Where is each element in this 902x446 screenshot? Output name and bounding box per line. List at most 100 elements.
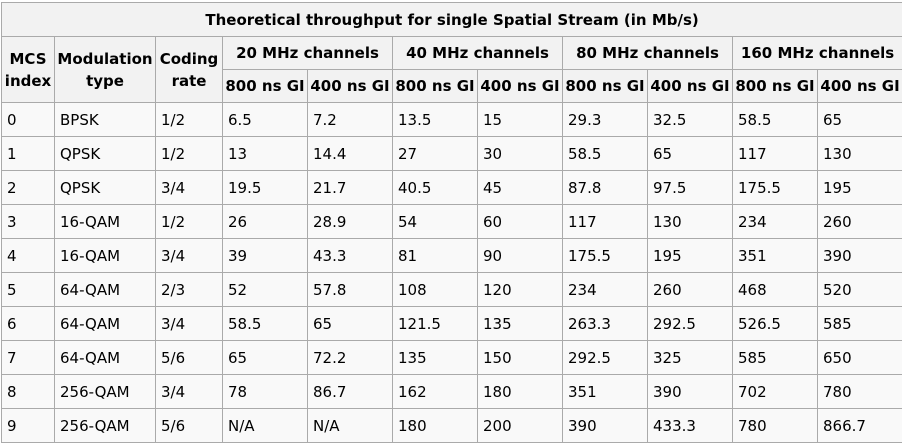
throughput-cell: 60 — [477, 204, 563, 239]
throughput-cell: 526.5 — [732, 306, 818, 341]
table-row: 7 64-QAM 5/6 65 72.2 135 150 292.5 325 5… — [1, 340, 902, 375]
modulation-cell: 16-QAM — [54, 238, 156, 273]
caption-row: Theoretical throughput for single Spatia… — [0, 2, 902, 37]
throughput-cell: 57.8 — [307, 272, 393, 307]
mcs-index-cell: 4 — [1, 238, 55, 273]
channel-group-header-20mhz: 20 MHz channels — [222, 36, 393, 70]
throughput-cell: 13.5 — [392, 102, 478, 137]
throughput-cell: 117 — [732, 136, 818, 171]
modulation-cell: 64-QAM — [54, 272, 156, 307]
mcs-index-cell: 3 — [1, 204, 55, 239]
coding-rate-header: Coding rate — [155, 36, 223, 103]
gi-header-40mhz-800ns: 800 ns GI — [392, 69, 478, 103]
throughput-cell: 325 — [647, 340, 733, 375]
throughput-cell: 29.3 — [562, 102, 648, 137]
throughput-cell: 150 — [477, 340, 563, 375]
throughput-cell: 130 — [647, 204, 733, 239]
gi-header-80mhz-400ns: 400 ns GI — [647, 69, 733, 103]
throughput-cell: 72.2 — [307, 340, 393, 375]
coding-rate-cell: 2/3 — [155, 272, 223, 307]
guard-interval-header-row: 800 ns GI 400 ns GI 800 ns GI 400 ns GI … — [2, 69, 902, 103]
throughput-cell: 108 — [392, 272, 478, 307]
throughput-cell: 6.5 — [222, 102, 308, 137]
throughput-cell: 58.5 — [562, 136, 648, 171]
modulation-cell: 64-QAM — [54, 306, 156, 341]
modulation-cell: BPSK — [54, 102, 156, 137]
modulation-cell: 256-QAM — [54, 374, 156, 409]
mcs-index-cell: 0 — [1, 102, 55, 137]
throughput-cell: 30 — [477, 136, 563, 171]
table-row: 8 256-QAM 3/4 78 86.7 162 180 351 390 70… — [1, 374, 902, 409]
throughput-cell: 58.5 — [222, 306, 308, 341]
throughput-cell: 54 — [392, 204, 478, 239]
throughput-cell: 292.5 — [647, 306, 733, 341]
throughput-cell: 390 — [647, 374, 733, 409]
coding-rate-cell: 5/6 — [155, 340, 223, 375]
throughput-cell: 351 — [732, 238, 818, 273]
throughput-cell: 292.5 — [562, 340, 648, 375]
throughput-cell: 260 — [816, 204, 902, 239]
mcs-index-cell: 1 — [1, 136, 55, 171]
modulation-cell: QPSK — [54, 170, 156, 205]
throughput-cell: 175.5 — [562, 238, 648, 273]
throughput-cell: 14.4 — [307, 136, 393, 171]
table-row: 3 16-QAM 1/2 26 28.9 54 60 117 130 234 2… — [1, 204, 902, 239]
table-row: 4 16-QAM 3/4 39 43.3 81 90 175.5 195 351… — [1, 238, 902, 273]
throughput-cell: 81 — [392, 238, 478, 273]
throughput-cell: 15 — [477, 102, 563, 137]
throughput-cell: 130 — [816, 136, 902, 171]
throughput-cell: 78 — [222, 374, 308, 409]
table-row: 1 QPSK 1/2 13 14.4 27 30 58.5 65 117 130 — [1, 136, 902, 171]
throughput-cell: 390 — [562, 408, 648, 443]
throughput-cell: N/A — [307, 408, 393, 443]
modulation-cell: 16-QAM — [54, 204, 156, 239]
throughput-cell: 90 — [477, 238, 563, 273]
throughput-cell: 195 — [647, 238, 733, 273]
throughput-cell: 180 — [392, 408, 478, 443]
mcs-index-cell: 6 — [1, 306, 55, 341]
group-header-row: MCS index Modulation type Coding rate 20… — [1, 36, 902, 103]
table-row: 6 64-QAM 3/4 58.5 65 121.5 135 263.3 292… — [1, 306, 902, 341]
throughput-cell: 135 — [477, 306, 563, 341]
throughput-cell: 7.2 — [307, 102, 393, 137]
throughput-cell: 97.5 — [647, 170, 733, 205]
throughput-cell: 45 — [477, 170, 563, 205]
throughput-cell: 13 — [222, 136, 308, 171]
throughput-cell: 702 — [732, 374, 818, 409]
throughput-cell: 468 — [732, 272, 818, 307]
throughput-cell: 65 — [307, 306, 393, 341]
throughput-cell: 26 — [222, 204, 308, 239]
throughput-cell: 86.7 — [307, 374, 393, 409]
gi-header-160mhz-800ns: 800 ns GI — [732, 69, 818, 103]
throughput-cell: 234 — [732, 204, 818, 239]
throughput-cell: 780 — [732, 408, 818, 443]
table-row: 2 QPSK 3/4 19.5 21.7 40.5 45 87.8 97.5 1… — [1, 170, 902, 205]
throughput-cell: 19.5 — [222, 170, 308, 205]
throughput-cell: 195 — [816, 170, 902, 205]
coding-rate-cell: 3/4 — [155, 238, 223, 273]
table-row: 9 256-QAM 5/6 N/A N/A 180 200 390 433.3 … — [1, 408, 902, 443]
throughput-cell: N/A — [222, 408, 308, 443]
mcs-index-cell: 7 — [1, 340, 55, 375]
throughput-cell: 27 — [392, 136, 478, 171]
coding-rate-cell: 1/2 — [155, 204, 223, 239]
modulation-cell: QPSK — [54, 136, 156, 171]
throughput-cell: 28.9 — [307, 204, 393, 239]
channel-group-header-160mhz: 160 MHz channels — [731, 36, 902, 70]
gi-header-80mhz-800ns: 800 ns GI — [562, 69, 648, 103]
throughput-cell: 39 — [222, 238, 308, 273]
coding-rate-cell: 1/2 — [155, 136, 223, 171]
throughput-cell: 87.8 — [562, 170, 648, 205]
mcs-index-cell: 8 — [1, 374, 55, 409]
throughput-cell: 390 — [816, 238, 902, 273]
coding-rate-cell: 3/4 — [155, 170, 223, 205]
throughput-cell: 180 — [477, 374, 563, 409]
modulation-cell: 64-QAM — [54, 340, 156, 375]
throughput-cell: 43.3 — [307, 238, 393, 273]
throughput-cell: 585 — [816, 306, 902, 341]
mcs-index-cell: 9 — [1, 408, 55, 443]
channel-group-header-80mhz: 80 MHz channels — [562, 36, 733, 70]
gi-header-20mhz-400ns: 400 ns GI — [307, 69, 393, 103]
table-row: 5 64-QAM 2/3 52 57.8 108 120 234 260 468… — [1, 272, 902, 307]
